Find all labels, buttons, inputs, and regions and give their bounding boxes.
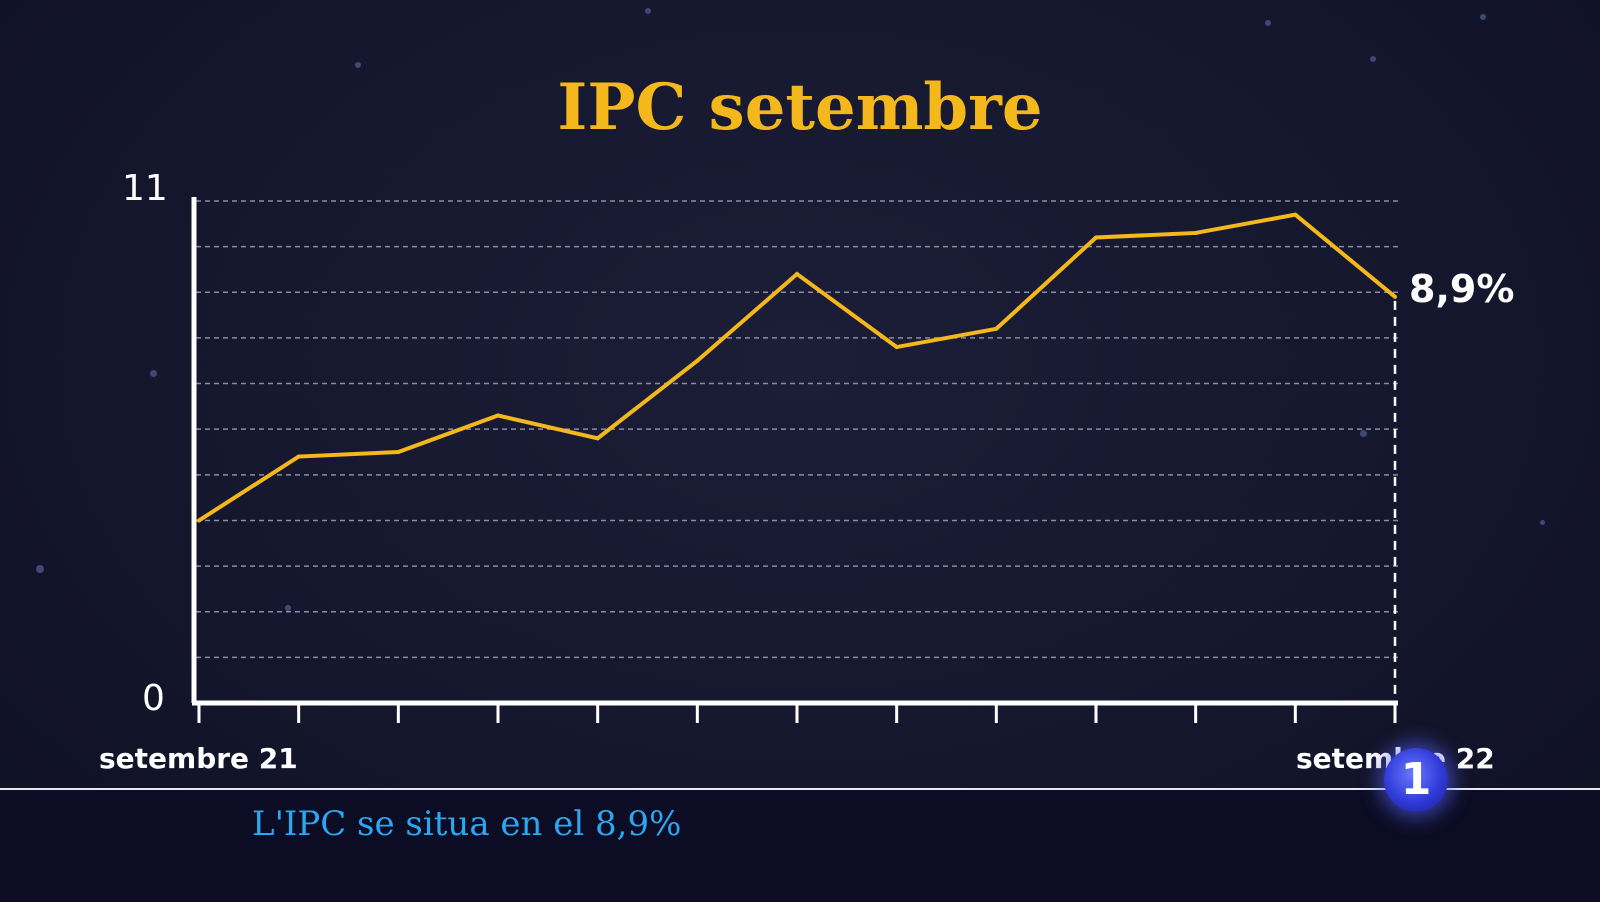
background-star bbox=[36, 565, 44, 573]
background-star bbox=[1540, 520, 1545, 525]
background-star bbox=[1265, 20, 1271, 26]
series-points bbox=[197, 212, 1397, 523]
news-ticker-bar: L'IPC se situa en el 8,9% bbox=[0, 788, 1600, 902]
data-point bbox=[894, 345, 899, 350]
gridlines bbox=[196, 200, 1398, 659]
data-point bbox=[496, 413, 500, 418]
data-point bbox=[1094, 235, 1098, 240]
channel-logo-icon: 1 bbox=[1384, 748, 1448, 812]
background-star bbox=[1360, 430, 1367, 437]
data-point bbox=[197, 518, 201, 523]
background-star bbox=[355, 62, 361, 68]
x-ticks bbox=[197, 705, 1397, 723]
data-point bbox=[994, 326, 999, 331]
ticker-headline: L'IPC se situa en el 8,9% bbox=[252, 804, 682, 844]
end-value-label: 8,9% bbox=[1409, 266, 1515, 311]
data-point bbox=[1393, 294, 1397, 299]
background-star bbox=[285, 605, 291, 611]
data-point bbox=[595, 436, 600, 441]
data-point bbox=[795, 272, 799, 277]
data-point bbox=[1293, 212, 1298, 217]
data-point bbox=[1193, 230, 1198, 235]
x-tick-label-start: setembre 21 bbox=[99, 742, 298, 775]
y-tick-label-max: 11 bbox=[122, 168, 168, 209]
background-star bbox=[150, 370, 157, 377]
chart-title: IPC setembre bbox=[557, 70, 1043, 145]
data-point bbox=[396, 450, 401, 454]
data-point bbox=[695, 358, 700, 363]
data-point bbox=[296, 454, 301, 459]
y-tick-label-min: 0 bbox=[142, 678, 165, 719]
background-star bbox=[1370, 56, 1376, 62]
background-star bbox=[645, 8, 651, 14]
background-star bbox=[1480, 14, 1486, 20]
